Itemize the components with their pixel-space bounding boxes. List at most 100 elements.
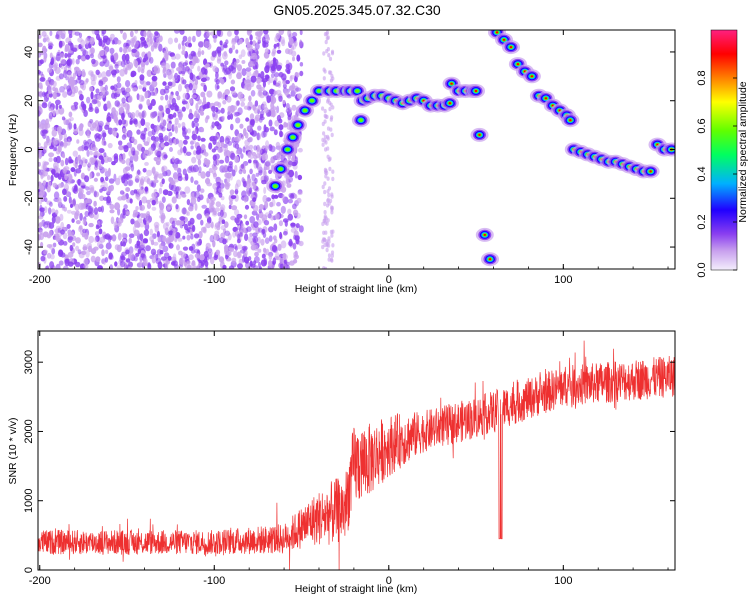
noise-speckle <box>114 202 121 211</box>
noise-speckle <box>102 196 109 201</box>
noise-speckle <box>321 121 325 127</box>
noise-speckle <box>113 221 118 229</box>
noise-speckle <box>272 257 277 266</box>
noise-speckle <box>141 110 145 118</box>
noise-speckle <box>128 261 133 268</box>
noise-speckle <box>73 101 79 106</box>
noise-speckle <box>233 243 238 250</box>
noise-speckle <box>173 112 177 118</box>
noise-speckle <box>100 205 104 213</box>
noise-speckle <box>329 78 333 83</box>
noise-speckle <box>162 235 167 243</box>
noise-speckle <box>146 99 151 106</box>
noise-speckle <box>249 113 255 120</box>
noise-speckle <box>151 128 156 136</box>
noise-speckle <box>140 38 147 45</box>
noise-speckle <box>133 189 138 194</box>
noise-speckle <box>243 214 248 220</box>
noise-speckle <box>253 265 259 269</box>
noise-speckle <box>253 70 259 78</box>
noise-speckle <box>204 40 210 48</box>
noise-speckle <box>115 88 122 95</box>
noise-speckle <box>270 109 277 117</box>
noise-speckle <box>288 160 293 166</box>
noise-speckle <box>234 155 240 163</box>
noise-speckle <box>222 64 228 72</box>
noise-speckle <box>182 168 187 176</box>
noise-speckle <box>280 240 287 249</box>
noise-speckle <box>197 196 201 202</box>
noise-speckle <box>331 176 335 182</box>
noise-speckle <box>105 69 112 77</box>
noise-speckle <box>39 212 43 218</box>
noise-speckle <box>234 183 239 191</box>
noise-speckle <box>108 178 115 184</box>
noise-speckle <box>249 187 253 195</box>
noise-speckle <box>110 33 115 39</box>
noise-speckle <box>106 116 112 123</box>
noise-speckle <box>49 201 53 207</box>
noise-speckle <box>94 150 99 156</box>
noise-speckle <box>195 103 199 111</box>
noise-speckle <box>103 59 110 68</box>
noise-speckle <box>134 30 139 34</box>
noise-speckle <box>200 171 206 179</box>
noise-speckle <box>91 58 96 65</box>
noise-speckle <box>61 116 66 121</box>
noise-speckle <box>170 61 176 69</box>
colorbar-gradient <box>710 29 738 271</box>
noise-speckle <box>294 235 300 242</box>
noise-speckle <box>244 132 249 139</box>
noise-speckle <box>48 230 53 238</box>
signal-track-point <box>483 233 487 236</box>
noise-speckle <box>83 109 88 117</box>
noise-speckle <box>48 93 53 98</box>
noise-speckle <box>224 60 229 66</box>
noise-speckle <box>200 127 205 133</box>
noise-speckle <box>322 51 326 56</box>
noise-speckle <box>257 236 261 244</box>
noise-speckle <box>165 238 171 245</box>
noise-speckle <box>94 231 100 236</box>
noise-speckle <box>228 204 232 210</box>
noise-speckle <box>38 42 43 48</box>
noise-speckle <box>213 146 219 151</box>
noise-speckle <box>321 184 325 190</box>
noise-speckle <box>118 145 124 151</box>
noise-speckle <box>268 144 273 152</box>
noise-speckle <box>231 169 236 177</box>
noise-speckle <box>203 103 210 109</box>
noise-speckle <box>121 134 127 140</box>
noise-speckle <box>151 111 157 118</box>
noise-speckle <box>41 219 46 227</box>
noise-speckle <box>55 155 61 164</box>
noise-speckle <box>299 70 304 77</box>
noise-speckle <box>140 212 144 219</box>
noise-speckle <box>184 223 188 231</box>
noise-speckle <box>55 209 59 215</box>
noise-speckle <box>268 210 274 215</box>
noise-speckle <box>151 75 158 82</box>
noise-speckle <box>171 124 175 132</box>
noise-speckle <box>205 63 210 68</box>
noise-speckle <box>79 123 84 132</box>
noise-speckle <box>178 83 182 92</box>
noise-speckle <box>255 160 259 169</box>
noise-speckle <box>158 113 164 121</box>
y-tick-label: 3000 <box>23 350 35 374</box>
noise-speckle <box>281 194 285 201</box>
noise-speckle <box>278 220 283 227</box>
noise-speckle <box>57 30 63 36</box>
noise-speckle <box>231 66 237 74</box>
noise-speckle <box>228 265 235 269</box>
noise-speckle <box>158 202 163 209</box>
noise-speckle <box>134 175 140 184</box>
noise-speckle <box>255 61 259 70</box>
noise-speckle <box>264 126 269 133</box>
noise-speckle <box>142 168 147 173</box>
noise-speckle <box>48 157 53 163</box>
noise-speckle <box>158 132 164 138</box>
noise-speckle <box>47 67 53 74</box>
noise-speckle <box>326 97 330 103</box>
noise-speckle <box>241 190 247 198</box>
